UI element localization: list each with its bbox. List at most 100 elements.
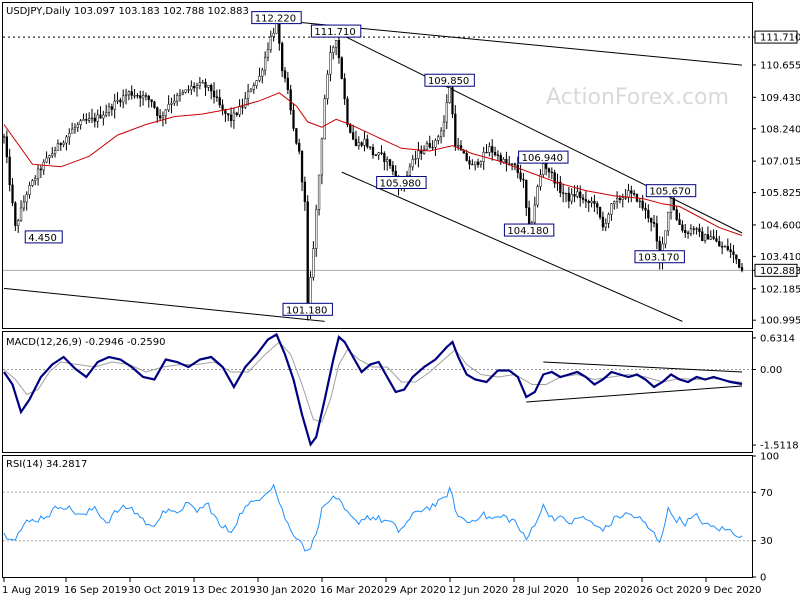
- candle-body: [689, 228, 693, 234]
- svg-text:10 Sep 2020: 10 Sep 2020: [576, 585, 639, 596]
- candle-body: [388, 159, 392, 166]
- candle-body: [164, 109, 167, 117]
- candle-body: [303, 181, 307, 203]
- candle-body: [215, 96, 219, 98]
- price-candles: [2, 14, 744, 321]
- candle-body: [601, 216, 605, 228]
- candle-body: [2, 136, 6, 139]
- candle-body: [428, 143, 431, 148]
- svg-text:30 Oct 2019: 30 Oct 2019: [128, 585, 190, 596]
- price-trend-lines: [3, 19, 743, 322]
- candle-body: [550, 171, 553, 174]
- svg-text:103.410: 103.410: [760, 252, 800, 263]
- macd-title: MACD(12,26,9) -0.2946 -0.2590: [6, 337, 166, 348]
- svg-text:108.240: 108.240: [760, 124, 800, 135]
- candle-body: [570, 193, 573, 202]
- price-panel-frame: [2, 2, 753, 329]
- candle-body: [579, 191, 582, 199]
- svg-text:111.710: 111.710: [760, 33, 800, 44]
- candle-body: [8, 156, 11, 186]
- candle-body: [740, 267, 744, 271]
- candle-body: [167, 104, 170, 111]
- candle-body: [62, 142, 65, 145]
- price-annotations: 112.220 111.710 109.850 105.980 106.940 104.1…: [24, 11, 697, 316]
- candle-body: [181, 92, 184, 95]
- candle-body: [144, 95, 148, 97]
- candle-body: [218, 97, 221, 106]
- x-axis: 1 Aug 2019 16 Sep 2019 30 Oct 2019 13 Dec 2…: [2, 578, 762, 596]
- svg-text:109.430: 109.430: [760, 93, 800, 104]
- candle-body: [65, 136, 68, 144]
- candle-body: [610, 203, 613, 215]
- candle-body: [136, 95, 139, 97]
- candle-body: [414, 158, 417, 160]
- macd-main-line: [3, 332, 743, 447]
- candle-body: [204, 82, 207, 88]
- candle-body: [193, 85, 196, 89]
- candle-body: [496, 154, 500, 156]
- candle-body: [720, 246, 724, 248]
- candle-body: [647, 209, 650, 219]
- price-tick-104.600: 104.600: [752, 220, 800, 231]
- candle-body: [502, 159, 505, 163]
- candle-body: [369, 146, 372, 148]
- candle-body: [90, 117, 94, 120]
- candle-body: [493, 151, 497, 156]
- candle-body: [726, 246, 729, 251]
- svg-text:100.995: 100.995: [760, 316, 800, 327]
- candle-body: [289, 89, 292, 111]
- candle-body: [119, 99, 122, 103]
- candle-body: [420, 150, 423, 154]
- candle-body: [525, 179, 528, 209]
- candle-body: [298, 143, 301, 152]
- candle-body: [491, 146, 494, 153]
- candle-body: [150, 99, 153, 103]
- annotation-112.220: 112.220: [251, 11, 302, 25]
- candle-body: [476, 161, 480, 165]
- candle-body: [664, 230, 667, 245]
- candle-body: [349, 124, 352, 133]
- macd-panel-frame: [2, 331, 753, 453]
- candle-body: [615, 198, 619, 202]
- candle-body: [573, 193, 576, 197]
- candle-body: [386, 159, 389, 163]
- candle-body: [34, 178, 37, 181]
- candle-body: [363, 138, 366, 146]
- candle-body: [459, 145, 463, 151]
- candle-body: [337, 40, 341, 58]
- candle-body: [627, 190, 630, 198]
- macd-signal-line: [3, 341, 743, 423]
- macd-y-axis: 0.6314 0.00 -1.5118: [752, 333, 799, 452]
- price-trend-line-1: [3, 287, 325, 322]
- candle-body: [718, 241, 721, 247]
- candle-body: [31, 180, 34, 186]
- candle-body: [479, 161, 483, 165]
- candle-body: [553, 172, 556, 184]
- svg-text:104.600: 104.600: [760, 220, 800, 231]
- candle-body: [207, 85, 210, 88]
- candle-body: [278, 22, 281, 44]
- svg-text:16 Mar 2020: 16 Mar 2020: [320, 585, 383, 596]
- candle-body: [93, 117, 96, 122]
- candle-body: [175, 95, 179, 102]
- price-trend-line-2: [335, 31, 743, 234]
- candle-body: [79, 120, 82, 126]
- candle-body: [107, 106, 111, 113]
- candle-body: [590, 200, 593, 204]
- price-tick-102.883: 102.883: [752, 263, 800, 277]
- candle-body: [442, 121, 446, 132]
- x-tick-4: 30 Jan 2020: [256, 578, 316, 596]
- candle-body: [295, 128, 298, 144]
- candle-body: [655, 223, 658, 242]
- rsi-title: RSI(14) 34.2817: [6, 459, 87, 470]
- candle-body: [391, 165, 395, 172]
- candle-body: [604, 223, 607, 228]
- annotation-111.710: 111.710: [310, 24, 362, 38]
- candle-body: [468, 160, 471, 165]
- x-tick-2: 30 Oct 2019: [128, 578, 190, 596]
- rsi-level-lines: [3, 491, 752, 542]
- candle-body: [343, 78, 346, 100]
- candle-body: [703, 234, 707, 242]
- candle-body: [258, 75, 261, 81]
- annotation-104.180: 104.180: [503, 223, 555, 237]
